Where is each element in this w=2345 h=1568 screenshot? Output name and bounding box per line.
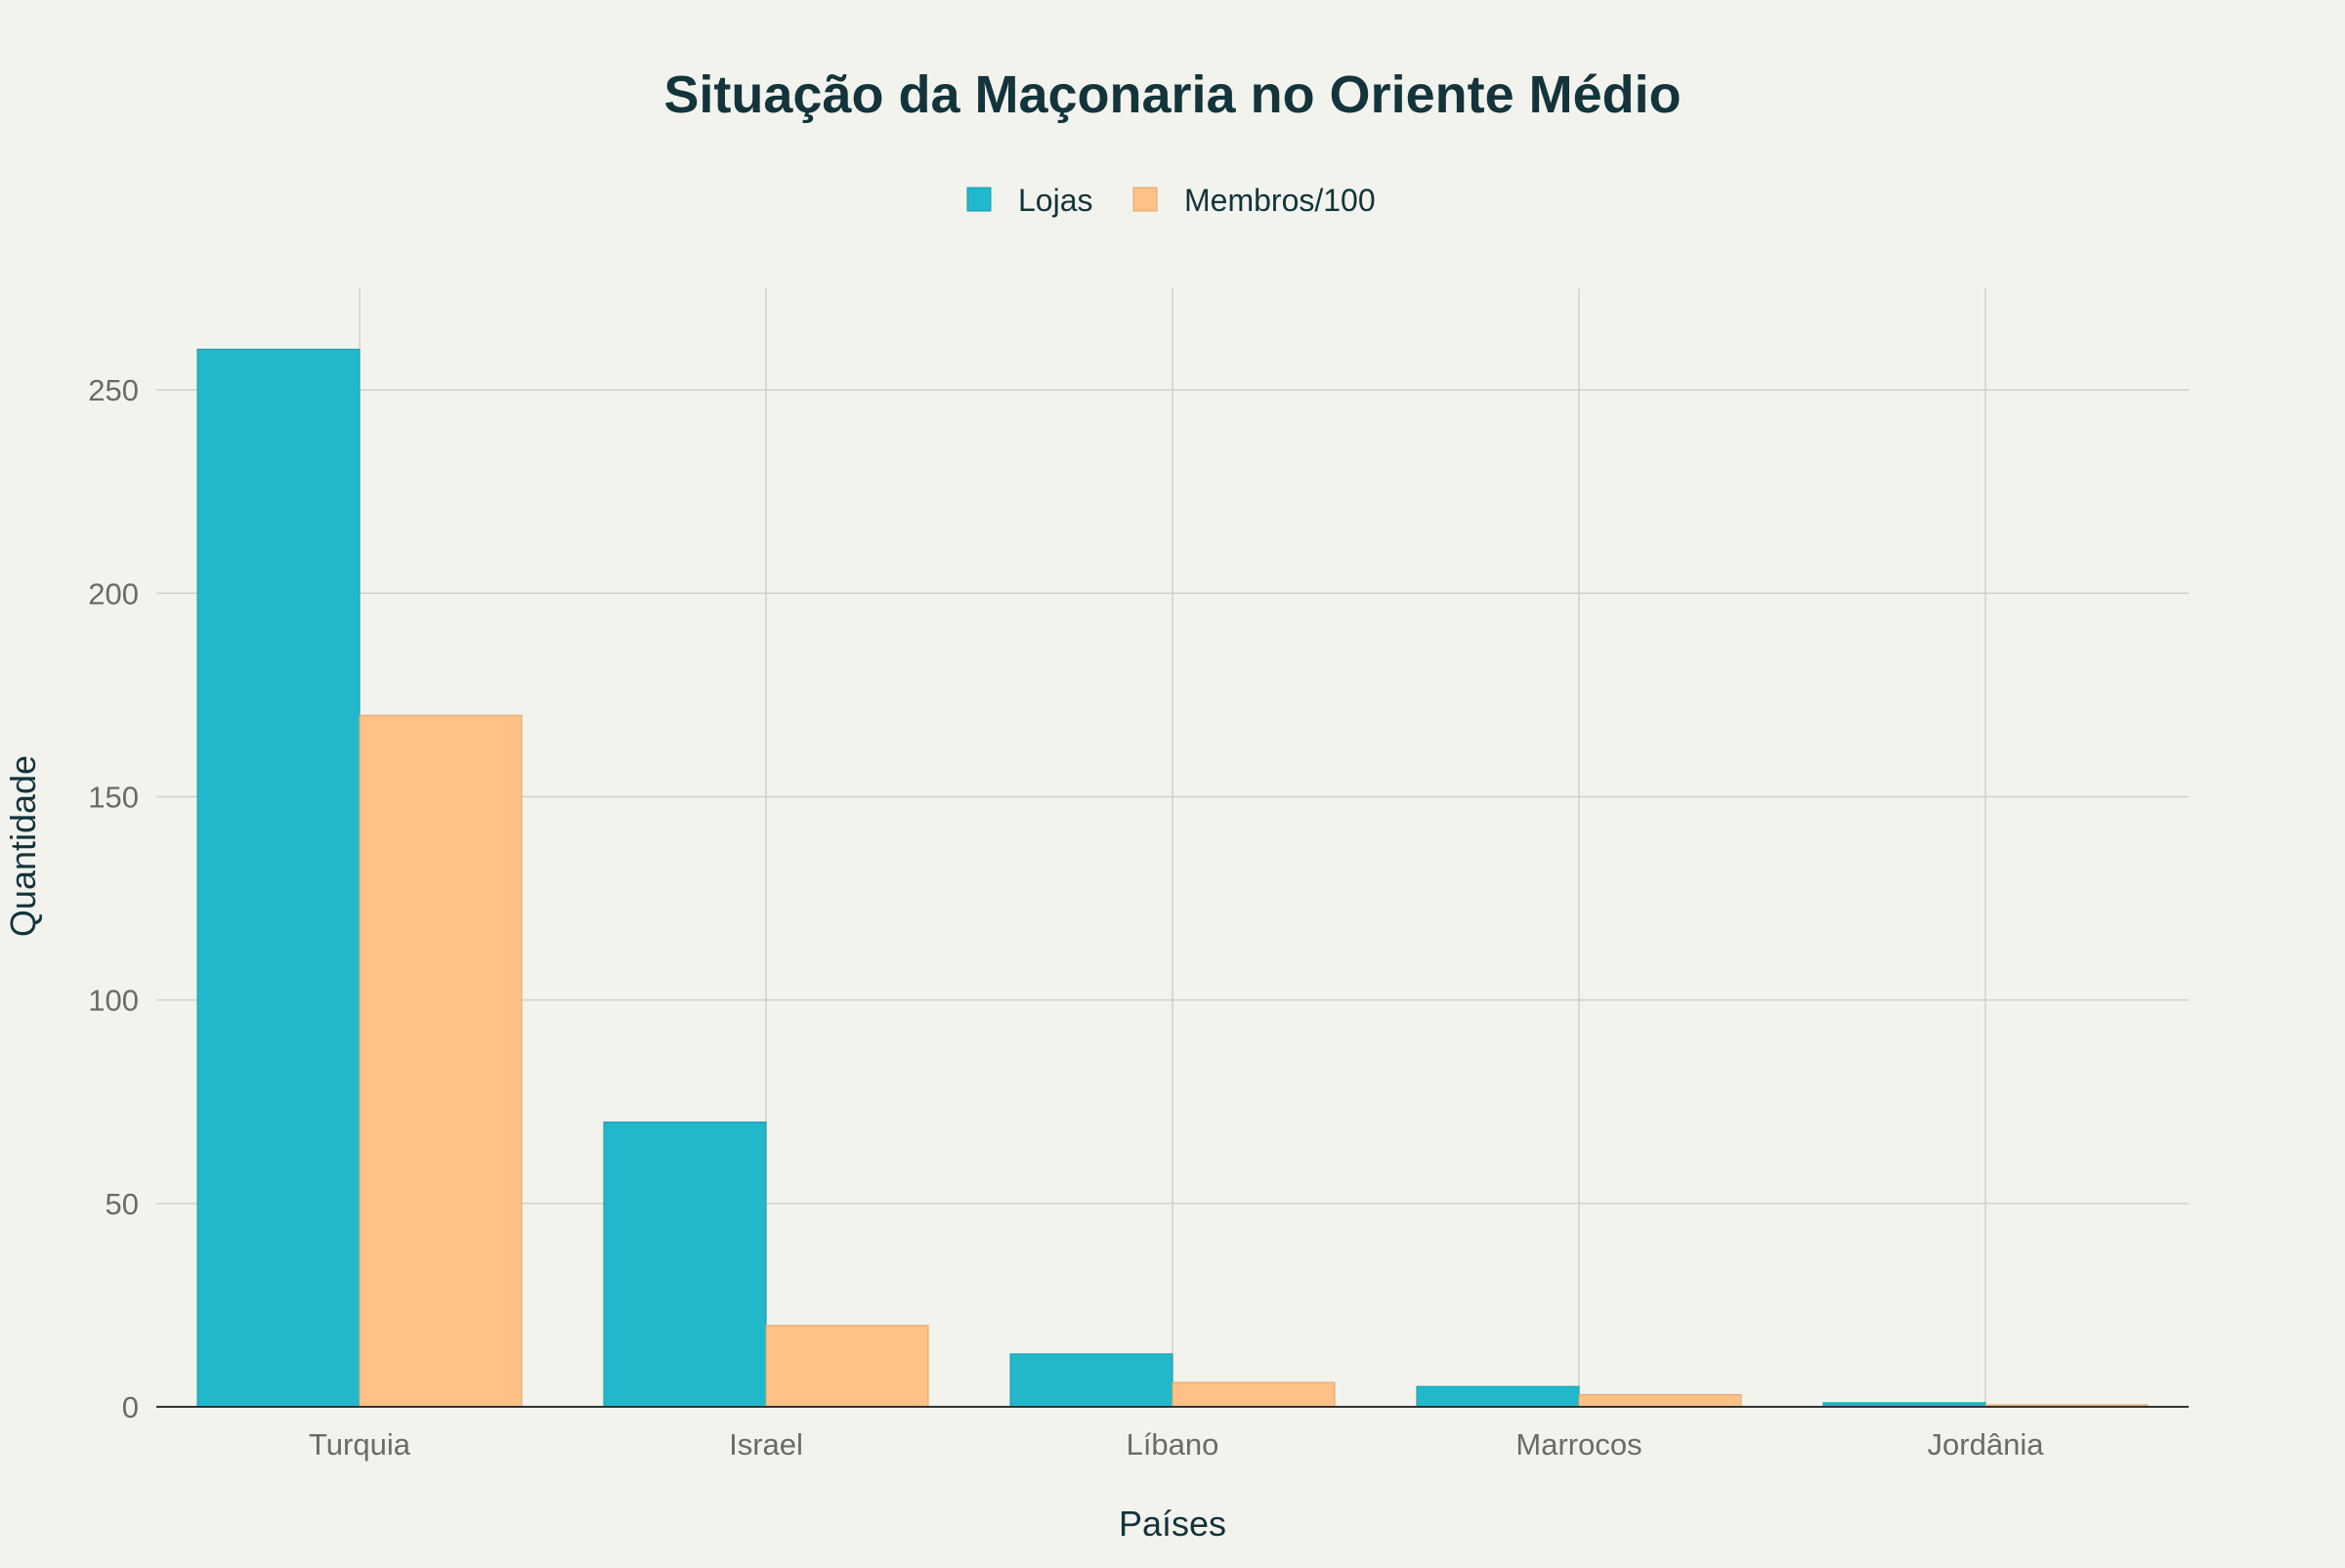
legend: Lojas Membros/100 [966, 183, 1376, 218]
legend-label-membros[interactable]: Membros/100 [1184, 183, 1376, 218]
legend-swatch-lojas[interactable] [966, 187, 992, 212]
y-tick-label-150: 150 [88, 780, 139, 814]
y-tick-label-50: 50 [106, 1187, 139, 1221]
legend-swatch-membros[interactable] [1132, 187, 1158, 212]
chart-title: Situação da Maçonaria no Oriente Médio [663, 65, 1681, 124]
bar-lojas-turquia[interactable] [196, 348, 361, 1408]
axis-layer: 0 50 100 150 200 250 Turquia Israel Líbano Marroc… [88, 373, 2189, 1462]
y-tick-label-250: 250 [88, 373, 139, 407]
bar-membros-100-turquia[interactable] [359, 714, 523, 1408]
y-tick-label-200: 200 [88, 576, 139, 611]
bar-membros-100-marrocos[interactable] [1578, 1394, 1742, 1408]
y-tick-label-0: 0 [122, 1390, 139, 1424]
x-tick-label-jordania: Jordânia [1928, 1427, 2045, 1462]
x-tick-label-marrocos: Marrocos [1515, 1427, 1642, 1462]
x-axis-title: Países [1119, 1504, 1226, 1544]
x-tick-label-israel: Israel [729, 1427, 803, 1462]
bar-lojas-libano[interactable] [1009, 1353, 1173, 1408]
bar-membros-100-libano[interactable] [1172, 1381, 1336, 1408]
legend-label-lojas[interactable]: Lojas [1018, 183, 1093, 218]
y-axis-title: Quantidade [3, 755, 43, 937]
x-tick-label-libano: Líbano [1127, 1427, 1219, 1462]
bar-membros-100-israel[interactable] [765, 1325, 929, 1408]
x-tick-label-turquia: Turquia [309, 1427, 411, 1462]
bars-layer [196, 348, 2149, 1408]
bar-lojas-israel[interactable] [603, 1122, 767, 1408]
bar-lojas-marrocos[interactable] [1416, 1385, 1580, 1408]
y-tick-label-100: 100 [88, 984, 139, 1018]
